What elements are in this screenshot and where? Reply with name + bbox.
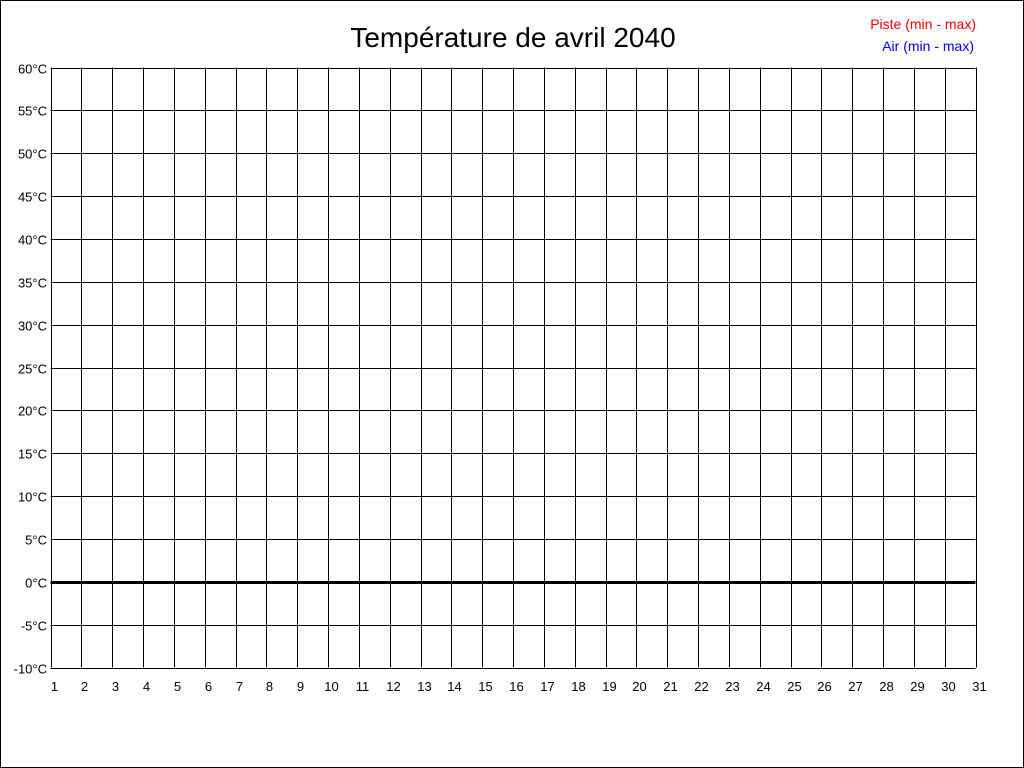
x-tick-label: 26 — [817, 679, 831, 694]
axis-labels: -10°C -5°C 0°C 5°C 10°C 15°C 20°C 25°C 30°C 35°C 4… — [14, 62, 987, 695]
x-tick-label: 29 — [910, 679, 924, 694]
x-tick-label: 12 — [386, 679, 400, 694]
y-tick-label: 10°C — [18, 490, 47, 505]
legend-air: Air (min - max) — [882, 38, 974, 54]
x-tick-label: 24 — [756, 679, 770, 694]
x-tick-label: 18 — [571, 679, 585, 694]
x-tick-label: 11 — [356, 679, 370, 694]
x-tick-label: 3 — [112, 679, 119, 694]
y-tick-label: 30°C — [18, 319, 47, 334]
y-tick-label: 40°C — [18, 233, 47, 248]
x-tick-label: 7 — [236, 679, 243, 694]
x-tick-label: 17 — [540, 679, 554, 694]
x-tick-label: 28 — [879, 679, 893, 694]
y-tick-label: 15°C — [18, 447, 47, 462]
x-tick-label: 31 — [972, 679, 986, 694]
y-tick-label: 25°C — [18, 362, 47, 377]
x-tick-label: 30 — [941, 679, 955, 694]
x-tick-label: 25 — [787, 679, 801, 694]
x-tick-label: 20 — [632, 679, 646, 694]
y-tick-label: 55°C — [18, 104, 47, 119]
x-tick-label: 10 — [324, 679, 338, 694]
x-tick-label: 19 — [602, 679, 616, 694]
chart-title: Température de avril 2040 — [350, 22, 675, 53]
x-tick-label: 5 — [174, 679, 181, 694]
x-tick-label: 22 — [694, 679, 708, 694]
x-tick-label: 14 — [447, 679, 461, 694]
y-tick-label: 20°C — [18, 404, 47, 419]
grid — [50, 67, 977, 669]
x-tick-label: 23 — [725, 679, 739, 694]
x-tick-label: 8 — [266, 679, 273, 694]
x-tick-label: 2 — [81, 679, 88, 694]
y-tick-label: -10°C — [14, 662, 47, 677]
y-tick-label: 5°C — [25, 533, 47, 548]
y-tick-label: 60°C — [18, 62, 47, 77]
y-tick-label: -5°C — [21, 619, 47, 634]
x-tick-label: 15 — [478, 679, 492, 694]
x-tick-label: 27 — [848, 679, 862, 694]
x-tick-label: 1 — [51, 679, 58, 694]
x-tick-label: 16 — [509, 679, 523, 694]
x-tick-label: 21 — [663, 679, 677, 694]
y-tick-label: 0°C — [25, 576, 47, 591]
y-tick-label: 45°C — [18, 190, 47, 205]
y-tick-label: 35°C — [18, 276, 47, 291]
y-tick-label: 50°C — [18, 147, 47, 162]
x-tick-label: 6 — [205, 679, 212, 694]
x-tick-label: 9 — [297, 679, 304, 694]
legend-piste: Piste (min - max) — [870, 16, 976, 32]
x-tick-label: 13 — [417, 679, 431, 694]
x-tick-label: 4 — [143, 679, 150, 694]
